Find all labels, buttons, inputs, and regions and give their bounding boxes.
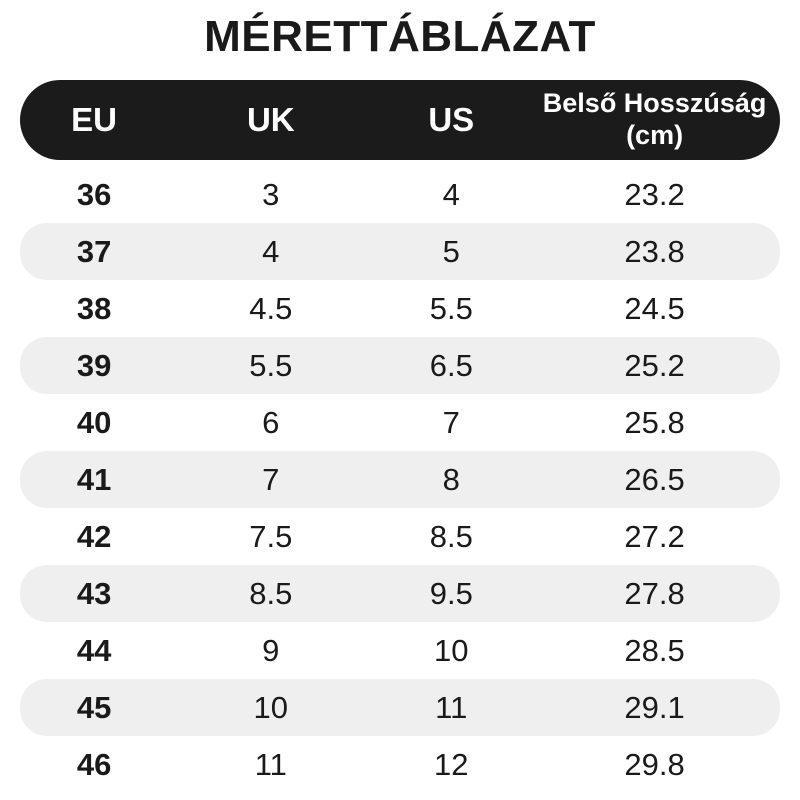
table-row: 46 11 12 29.8 <box>20 736 780 793</box>
cell-uk: 4.5 <box>249 290 293 326</box>
table-row: 38 4.5 5.5 24.5 <box>20 280 780 337</box>
table-row: 39 5.5 6.5 25.2 <box>20 337 780 394</box>
cell-us: 5.5 <box>429 290 473 326</box>
cell-eu: 41 <box>76 461 112 497</box>
cell-uk: 5.5 <box>249 347 293 383</box>
cell-eu: 36 <box>76 176 112 212</box>
cell-eu: 37 <box>76 233 112 269</box>
cell-us: 7 <box>442 404 460 440</box>
cell-length: 27.8 <box>624 575 685 611</box>
cell-length: 23.2 <box>624 176 685 212</box>
cell-eu: 43 <box>76 575 112 611</box>
cell-us: 9.5 <box>429 575 473 611</box>
cell-uk: 7.5 <box>249 518 293 554</box>
table-header-row: EU UK US Belső Hosszúság (cm) <box>20 80 780 160</box>
column-header-uk: UK <box>246 100 295 138</box>
cell-uk: 10 <box>253 689 289 725</box>
cell-length: 26.5 <box>624 461 685 497</box>
cell-eu: 45 <box>76 689 112 725</box>
column-header-inner-length: Belső Hosszúság (cm) <box>542 88 767 150</box>
cell-uk: 9 <box>262 632 280 668</box>
cell-us: 12 <box>434 746 469 782</box>
cell-length: 25.8 <box>624 404 685 440</box>
cell-eu: 40 <box>76 404 112 440</box>
table-row: 37 4 5 23.8 <box>20 223 780 280</box>
table-row: 43 8.5 9.5 27.8 <box>20 565 780 622</box>
cell-uk: 6 <box>262 404 280 440</box>
cell-length: 24.5 <box>624 290 685 326</box>
cell-uk: 3 <box>262 176 280 212</box>
table-row: 42 7.5 8.5 27.2 <box>20 508 780 565</box>
cell-length: 28.5 <box>624 632 685 668</box>
column-header-eu: EU <box>71 100 118 138</box>
cell-us: 8 <box>442 461 460 497</box>
cell-uk: 8.5 <box>249 575 293 611</box>
cell-length: 29.1 <box>624 689 685 725</box>
cell-uk: 11 <box>254 746 287 782</box>
cell-uk: 7 <box>262 461 280 497</box>
cell-length: 25.2 <box>624 347 685 383</box>
cell-eu: 38 <box>76 290 112 326</box>
page-title: MÉRETTÁBLÁZAT <box>204 12 596 61</box>
cell-uk: 4 <box>262 233 280 269</box>
cell-length: 23.8 <box>624 233 685 269</box>
cell-us: 5 <box>442 233 460 269</box>
table-row: 44 9 10 28.5 <box>20 622 780 679</box>
cell-eu: 44 <box>76 632 112 668</box>
cell-eu: 42 <box>76 518 112 554</box>
cell-length: 27.2 <box>624 518 685 554</box>
table-body: 36 3 4 23.2 37 4 5 23.8 38 4.5 5.5 24.5 39 5.5 6.5 25.2… <box>20 166 780 793</box>
cell-us: 4 <box>442 176 460 212</box>
table-row: 45 10 11 29.1 <box>20 679 780 736</box>
cell-eu: 46 <box>76 746 112 782</box>
cell-us: 11 <box>435 689 468 725</box>
cell-length: 29.8 <box>624 746 685 782</box>
cell-us: 6.5 <box>429 347 473 383</box>
size-table: EU UK US Belső Hosszúság (cm) 36 3 4 23.2 37… <box>20 80 780 793</box>
table-row: 41 7 8 26.5 <box>20 451 780 508</box>
cell-us: 8.5 <box>429 518 473 554</box>
table-row: 40 6 7 25.8 <box>20 394 780 451</box>
cell-eu: 39 <box>76 347 112 383</box>
column-header-us: US <box>428 100 475 138</box>
cell-us: 10 <box>434 632 469 668</box>
table-row: 36 3 4 23.2 <box>20 166 780 223</box>
